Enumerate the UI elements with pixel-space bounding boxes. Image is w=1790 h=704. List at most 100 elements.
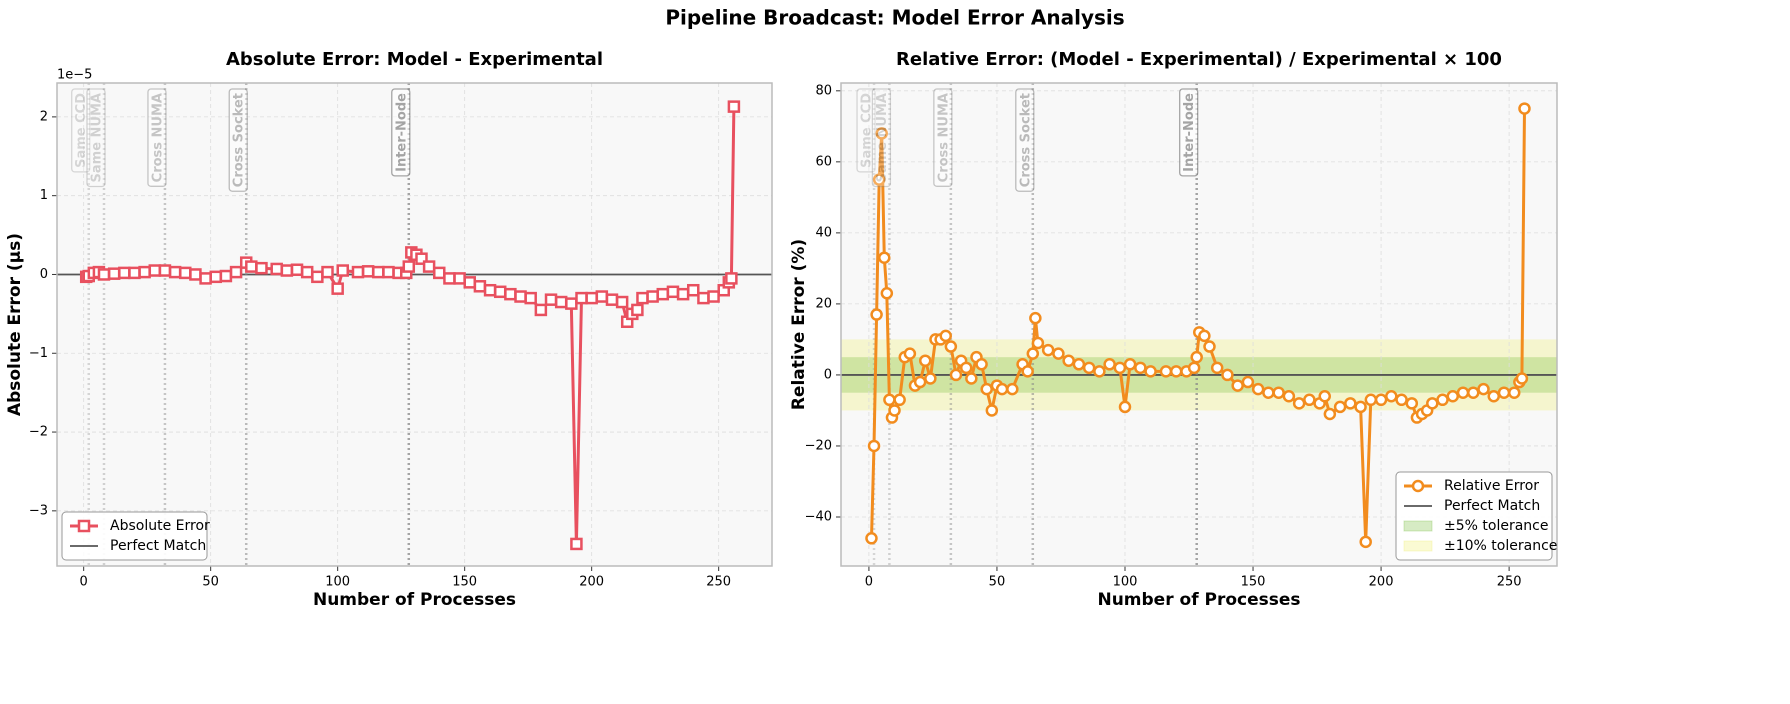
data-point <box>1354 400 1367 414</box>
data-point <box>865 532 878 545</box>
data-point <box>270 262 283 276</box>
data-point <box>727 100 741 113</box>
y-tick-label: −1 <box>29 346 48 361</box>
y-tick-label: −40 <box>805 509 832 524</box>
data-point <box>138 265 151 279</box>
boundary-label-box <box>391 88 411 177</box>
subplot-title: Absolute Error: Model - Experimental <box>226 49 603 70</box>
data-point <box>666 285 680 299</box>
data-point <box>980 382 993 396</box>
data-point <box>893 393 906 407</box>
subplot: 0 50 100 150 200 250 −3 −2 −1 0 1 2 Same CCD Same NUM… <box>5 49 773 610</box>
data-point <box>1446 389 1460 403</box>
data-point <box>336 264 349 277</box>
data-point <box>1103 358 1116 371</box>
data-point <box>402 260 416 273</box>
data-point <box>245 260 258 273</box>
data-point <box>1374 393 1388 407</box>
x-tick-label: 100 <box>1113 575 1138 590</box>
data-point <box>1113 361 1127 375</box>
data-point <box>878 251 891 264</box>
data-point <box>107 267 121 280</box>
data-point <box>97 268 111 281</box>
y-tick-label: −20 <box>805 438 832 453</box>
y-tick-label: 20 <box>815 296 832 311</box>
data-point <box>636 291 649 305</box>
legend-label: Perfect Match <box>1444 498 1540 514</box>
data-point <box>1210 361 1224 375</box>
data-point <box>311 270 324 284</box>
legend-marker <box>1411 479 1425 493</box>
y-tick-label: 2 <box>40 109 48 124</box>
data-point <box>595 290 609 303</box>
data-point <box>1436 393 1449 407</box>
legend-label: Absolute Error <box>110 518 210 534</box>
data-point <box>949 368 963 382</box>
data-point <box>1426 397 1439 410</box>
data-point <box>453 272 466 285</box>
x-tick-label: 250 <box>1497 575 1522 590</box>
data-point <box>1072 358 1086 371</box>
data-point <box>1303 393 1316 407</box>
legend-label: Relative Error <box>1444 478 1539 494</box>
boundary-annotation: Inter-Node <box>1179 88 1199 177</box>
data-point <box>995 382 1009 396</box>
boundary-annotation: Same NUMA <box>871 88 892 188</box>
data-point <box>924 372 937 385</box>
data-point <box>944 340 958 353</box>
data-point <box>1262 386 1275 399</box>
boundary-annotation: Cross NUMA <box>147 88 167 187</box>
data-point <box>321 265 334 279</box>
boundary-label-box <box>1179 88 1199 177</box>
data-point <box>1364 393 1378 407</box>
legend-swatch <box>1403 540 1433 552</box>
data-point <box>1395 393 1408 407</box>
data-point <box>676 287 690 301</box>
data-point <box>903 347 917 360</box>
legend-marker <box>77 519 91 533</box>
boundary-label-box <box>1015 88 1035 192</box>
y-tick-label: 1 <box>40 188 48 203</box>
data-point <box>422 260 436 273</box>
data-point <box>919 354 932 367</box>
boundary-annotation: Cross NUMA <box>933 88 953 187</box>
data-point <box>872 173 886 186</box>
boundary-label-box <box>228 88 248 192</box>
data-point <box>1507 386 1521 399</box>
boundary-annotation: Same CCD <box>856 88 876 173</box>
boundary-label-box <box>86 88 106 188</box>
data-point <box>1497 386 1511 399</box>
x-tick-label: 50 <box>989 575 1006 590</box>
x-tick-label: 150 <box>1241 575 1266 590</box>
data-point <box>585 291 598 305</box>
data-point <box>504 287 517 301</box>
x-tick-label: 200 <box>579 575 604 590</box>
data-point <box>1041 343 1055 357</box>
data-point <box>473 280 487 293</box>
boundary-label: Cross Socket <box>1018 93 1033 187</box>
data-point <box>1006 382 1019 396</box>
data-point <box>1026 347 1040 360</box>
data-point <box>1169 365 1183 378</box>
y-tick-label: 40 <box>815 225 832 240</box>
boundary-label: Inter-Node <box>1182 93 1197 172</box>
data-point <box>939 329 952 343</box>
data-point <box>707 290 720 303</box>
data-point <box>158 264 172 277</box>
data-point <box>1187 361 1201 375</box>
data-point <box>433 266 446 280</box>
data-point <box>1359 535 1372 549</box>
data-point <box>1029 311 1042 325</box>
data-point <box>1318 389 1331 403</box>
data-point <box>646 290 659 303</box>
data-point <box>1031 336 1045 350</box>
data-point <box>443 272 456 285</box>
data-point <box>1456 386 1470 399</box>
x-tick-label: 100 <box>325 575 350 590</box>
boundary-label-box <box>71 88 91 173</box>
boundary-annotation: Cross Socket <box>228 88 248 192</box>
data-point <box>351 265 365 279</box>
data-point <box>1272 386 1285 399</box>
data-point <box>575 291 588 305</box>
legend: Absolute Error Perfect Match <box>61 511 210 561</box>
